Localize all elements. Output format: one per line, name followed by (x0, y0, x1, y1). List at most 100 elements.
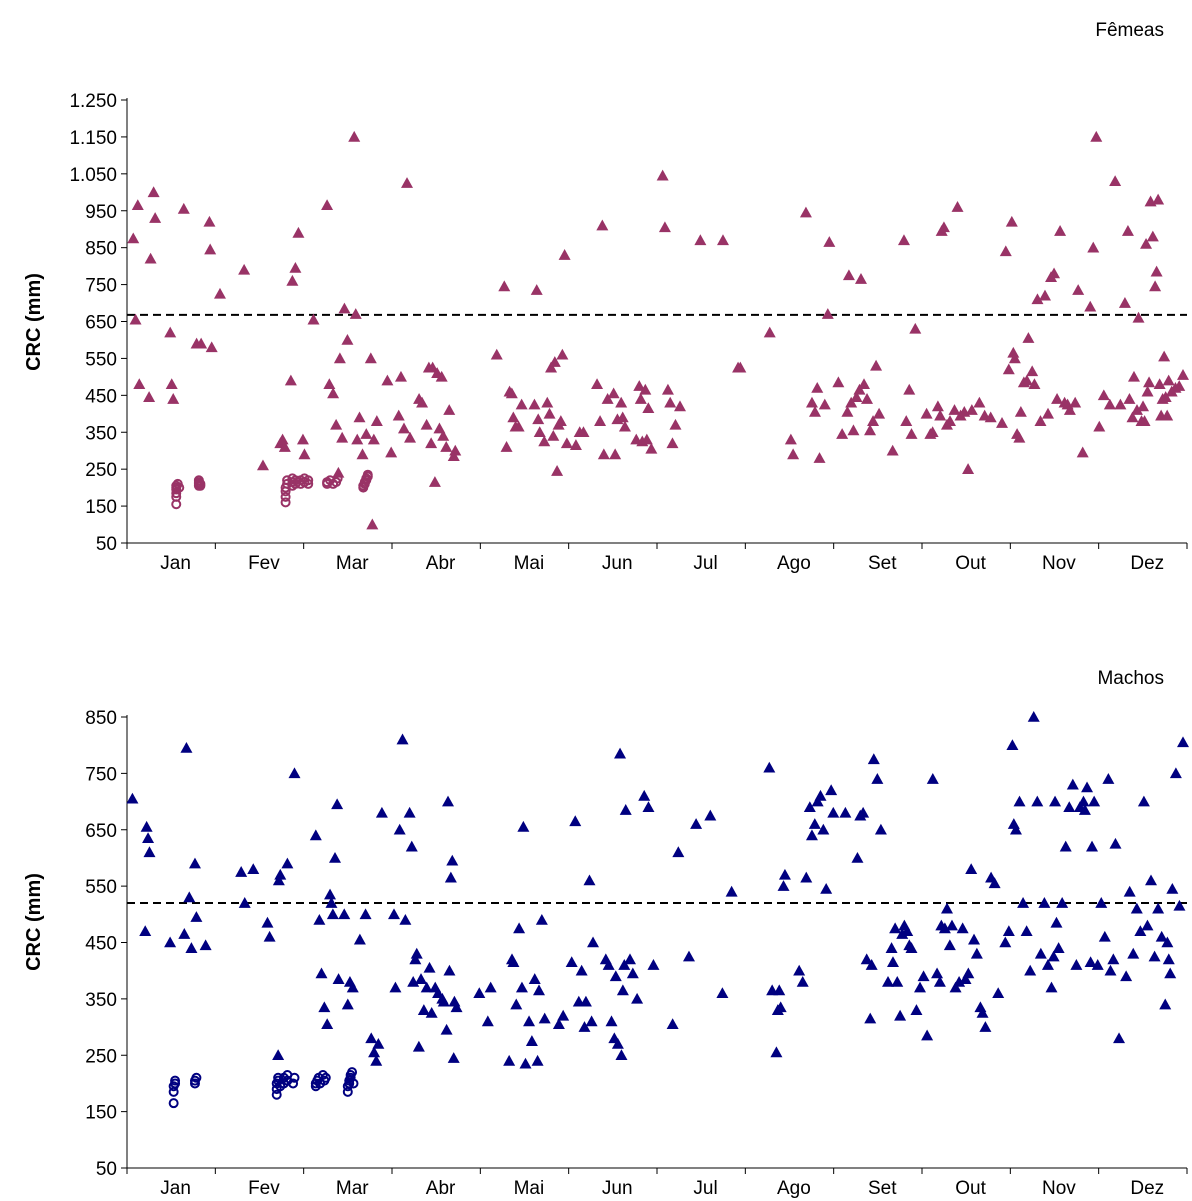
data-point-triangle (515, 981, 528, 993)
data-point-triangle (1045, 981, 1058, 993)
data-point-triangle (426, 361, 439, 373)
data-point-triangle (860, 953, 873, 965)
data-point-triangle (1150, 265, 1163, 277)
x-tick-label: Mar (336, 553, 369, 574)
data-point-triangle (1063, 404, 1076, 415)
data-point-triangle (185, 942, 198, 953)
data-point-triangle (805, 829, 818, 841)
data-point-circle (317, 1069, 328, 1080)
data-point-triangle (165, 378, 178, 390)
data-point-circle (191, 1072, 202, 1083)
y-tick-label: 150 (85, 1103, 117, 1124)
data-point-triangle (900, 415, 913, 426)
data-point-triangle (545, 361, 558, 373)
data-point-triangle (853, 383, 866, 395)
data-point-triangle (329, 851, 342, 863)
data-point-triangle (272, 1049, 285, 1061)
data-point-triangle (313, 913, 326, 925)
data-point-triangle (183, 891, 196, 903)
data-point-triangle (988, 877, 1001, 889)
data-point-triangle (1121, 225, 1134, 236)
data-point-triangle (962, 967, 975, 979)
data-point-triangle (507, 956, 520, 968)
data-point-triangle (204, 243, 217, 255)
data-point-triangle (213, 287, 226, 299)
data-point-triangle (661, 383, 674, 395)
data-point-triangle (832, 376, 845, 388)
data-point-triangle (552, 1018, 565, 1030)
data-point-triangle (1153, 378, 1166, 390)
y-tick-label: 250 (85, 1046, 117, 1067)
data-point-triangle (428, 476, 441, 487)
data-point-triangle (763, 761, 776, 773)
data-point-triangle (1056, 897, 1069, 908)
x-tick-label: Ago (777, 1178, 811, 1199)
data-point-triangle (446, 854, 459, 866)
data-point-triangle (1113, 1032, 1126, 1044)
data-point-triangle (716, 234, 729, 246)
data-point-triangle (1140, 237, 1153, 249)
data-point-triangle (139, 925, 152, 937)
data-point-circle (332, 473, 343, 484)
data-point-triangle (510, 998, 523, 1010)
data-point-triangle (1020, 374, 1033, 386)
data-point-triangle (531, 1054, 544, 1066)
data-point-triangle (164, 936, 177, 948)
x-tick-label: Jul (693, 553, 717, 574)
data-point-triangle (847, 424, 860, 436)
data-point-triangle (931, 400, 944, 412)
data-point-triangle (914, 981, 926, 993)
x-tick-label: Out (955, 1178, 986, 1199)
data-point-triangle (799, 206, 812, 218)
data-point-triangle (882, 975, 895, 987)
y-tick-label: 850 (85, 708, 117, 729)
data-point-triangle (639, 383, 652, 395)
data-point-triangle (1130, 902, 1143, 914)
data-point-triangle (979, 1021, 992, 1032)
data-point-triangle (618, 420, 631, 432)
data-point-triangle (500, 441, 513, 452)
data-point-triangle (412, 1040, 425, 1052)
data-point-triangle (131, 199, 144, 211)
data-point-triangle (640, 433, 653, 445)
data-point-triangle (996, 417, 1009, 428)
data-point-triangle (616, 984, 629, 996)
data-point-triangle (871, 773, 884, 784)
data-point-triangle (538, 1012, 551, 1024)
data-point-triangle (348, 130, 361, 142)
data-point-triangle (1143, 376, 1156, 388)
data-point-triangle (325, 897, 338, 908)
data-point-triangle (409, 953, 422, 965)
data-point-triangle (565, 956, 578, 968)
data-point-triangle (1009, 823, 1022, 835)
data-point-circle (289, 1072, 300, 1083)
data-point-circle (170, 1075, 181, 1086)
data-point-triangle (490, 348, 503, 360)
data-point-triangle (1034, 415, 1047, 426)
data-point-triangle (674, 400, 687, 412)
data-point-triangle (820, 882, 833, 894)
data-point-triangle (410, 947, 423, 959)
data-point-triangle (894, 1009, 907, 1021)
data-point-triangle (901, 925, 914, 937)
data-point-triangle (341, 333, 354, 345)
data-point-triangle (292, 226, 305, 238)
data-point-triangle (858, 378, 871, 390)
data-point-triangle (407, 975, 420, 987)
data-point-circle (195, 478, 206, 489)
data-point-triangle (1164, 967, 1177, 979)
data-point-triangle (1114, 398, 1127, 410)
data-point-triangle (1087, 241, 1100, 253)
data-point-triangle (425, 1006, 438, 1018)
data-point-triangle (962, 463, 975, 474)
data-point-triangle (1141, 385, 1154, 397)
data-point-triangle (484, 981, 497, 993)
x-tick-label: Ago (777, 553, 811, 574)
data-point-triangle (926, 426, 939, 438)
data-point-triangle (1162, 953, 1175, 965)
data-point-circle (347, 1067, 358, 1078)
data-point-triangle (814, 789, 827, 801)
data-point-triangle (517, 820, 530, 832)
data-point-triangle (1059, 840, 1072, 852)
data-point-triangle (1028, 378, 1041, 390)
